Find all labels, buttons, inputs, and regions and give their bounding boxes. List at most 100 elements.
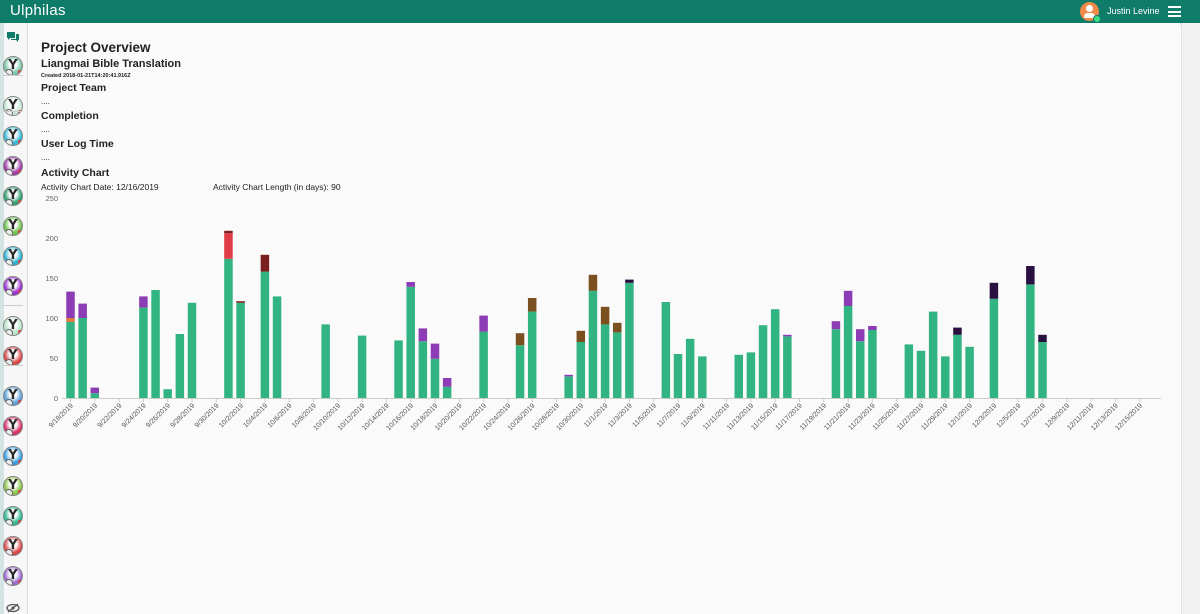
section-project-team: Project Team: [41, 82, 107, 94]
project-icon[interactable]: Y: [3, 246, 23, 266]
chart-bar: [418, 341, 428, 398]
chart-bar: [357, 335, 367, 398]
chart-bar: [1026, 266, 1035, 285]
x-tick-label: 9/22/2019: [97, 402, 124, 429]
project-icon[interactable]: Y: [3, 346, 23, 366]
chart-bar: [625, 279, 634, 283]
x-tick-label: 9/18/2019: [48, 402, 75, 429]
y-tick-label: 200: [45, 234, 58, 243]
chart-bar: [831, 321, 841, 330]
chart-bar: [600, 324, 610, 398]
chart-bar: [953, 327, 962, 335]
chart-bar: [272, 296, 282, 398]
user-avatar-icon[interactable]: [1080, 2, 1101, 23]
chart-bar: [479, 331, 488, 398]
chart-bar: [588, 274, 598, 291]
x-tick-label: 9/30/2019: [194, 402, 221, 429]
x-tick-label: 12/1/2019: [947, 402, 974, 429]
chart-bar: [965, 346, 974, 398]
project-icon[interactable]: Y: [3, 156, 23, 176]
project-team-value: ....: [41, 97, 50, 106]
project-icon[interactable]: Y: [3, 216, 23, 236]
project-icon[interactable]: Y: [3, 536, 23, 556]
chart-bar: [527, 298, 537, 312]
chart-bar: [613, 322, 622, 333]
chart-bar: [515, 333, 525, 346]
chart-bar: [260, 271, 270, 398]
chart-bar: [928, 311, 938, 398]
chart-bar: [600, 306, 610, 325]
chart-bar: [78, 318, 87, 398]
project-icon[interactable]: Y: [3, 386, 23, 406]
chart-bar: [430, 343, 440, 359]
project-name: Liangmai Bible Translation: [41, 58, 181, 70]
chart-bar: [916, 350, 926, 398]
chart-bar: [831, 329, 841, 398]
chart-bar: [989, 282, 999, 299]
chart-bar: [90, 393, 100, 398]
chart-bar: [989, 298, 999, 398]
chart-bar: [236, 301, 245, 303]
x-tick-label: 12/5/2019: [996, 402, 1023, 429]
x-tick-label: 9/20/2019: [72, 402, 99, 429]
x-tick-label: 11/1/2019: [583, 402, 610, 429]
chart-bar: [783, 336, 792, 398]
chart-bar: [139, 296, 148, 308]
visibility-off-icon[interactable]: [6, 603, 20, 613]
section-user-log-time: User Log Time: [41, 138, 114, 150]
y-tick-label: 150: [45, 274, 58, 283]
project-icon[interactable]: Y: [3, 126, 23, 146]
chart-bar: [479, 315, 488, 332]
project-created: Created 2018-01-21T14:20:41.916Z: [41, 73, 131, 79]
chart-bar: [904, 344, 914, 398]
chart-bar: [746, 352, 756, 398]
project-icon[interactable]: Y: [3, 506, 23, 526]
project-icon[interactable]: Y: [3, 446, 23, 466]
chart-bar: [187, 302, 197, 398]
project-icon[interactable]: Y: [3, 186, 23, 206]
chart-bar: [430, 358, 440, 398]
chart-bar: [783, 334, 792, 337]
chart-bar: [843, 290, 853, 306]
chart-bar: [613, 332, 622, 398]
chart-bar: [856, 341, 865, 398]
y-tick-label: 250: [45, 194, 58, 203]
chart-bar: [527, 311, 537, 398]
project-icon[interactable]: Y: [3, 276, 23, 296]
x-tick-label: 9/28/2019: [169, 402, 196, 429]
completion-value: ....: [41, 125, 50, 134]
chart-bar: [66, 318, 75, 322]
chart-bar: [418, 328, 428, 342]
top-app-bar: Ulphilas Justin Levine: [0, 0, 1200, 23]
chart-bar: [770, 309, 780, 398]
chart-bar: [953, 334, 962, 398]
page-title: Project Overview: [41, 40, 151, 55]
chart-bar: [515, 345, 525, 398]
chart-bar: [321, 324, 330, 398]
x-tick-label: 12/7/2019: [1020, 402, 1047, 429]
project-icon[interactable]: Y: [3, 96, 23, 116]
user-name[interactable]: Justin Levine: [1107, 6, 1160, 16]
chat-icon[interactable]: [6, 31, 20, 43]
chart-bar: [224, 258, 233, 398]
x-tick-label: 10/6/2019: [267, 402, 294, 429]
hamburger-menu-icon[interactable]: [1168, 6, 1181, 17]
project-icon[interactable]: Y: [3, 566, 23, 586]
chart-bar: [673, 354, 683, 398]
project-icon[interactable]: Y: [3, 316, 23, 336]
project-icon[interactable]: Y: [3, 56, 23, 76]
y-tick-label: 0: [54, 394, 58, 403]
x-tick-label: 10/2/2019: [218, 402, 245, 429]
chart-bar: [406, 286, 415, 398]
chart-bar: [151, 290, 160, 398]
project-icon[interactable]: Y: [3, 416, 23, 436]
scrollbar[interactable]: [1181, 23, 1200, 614]
x-tick-label: 11/5/2019: [632, 402, 659, 429]
main-content: Project Overview Liangmai Bible Translat…: [28, 23, 1180, 614]
chart-bar: [868, 330, 877, 398]
project-icon[interactable]: Y: [3, 476, 23, 496]
chart-bar: [224, 233, 233, 259]
chart-bar: [163, 389, 172, 398]
app-title[interactable]: Ulphilas: [10, 2, 66, 19]
chart-bar: [224, 230, 233, 234]
